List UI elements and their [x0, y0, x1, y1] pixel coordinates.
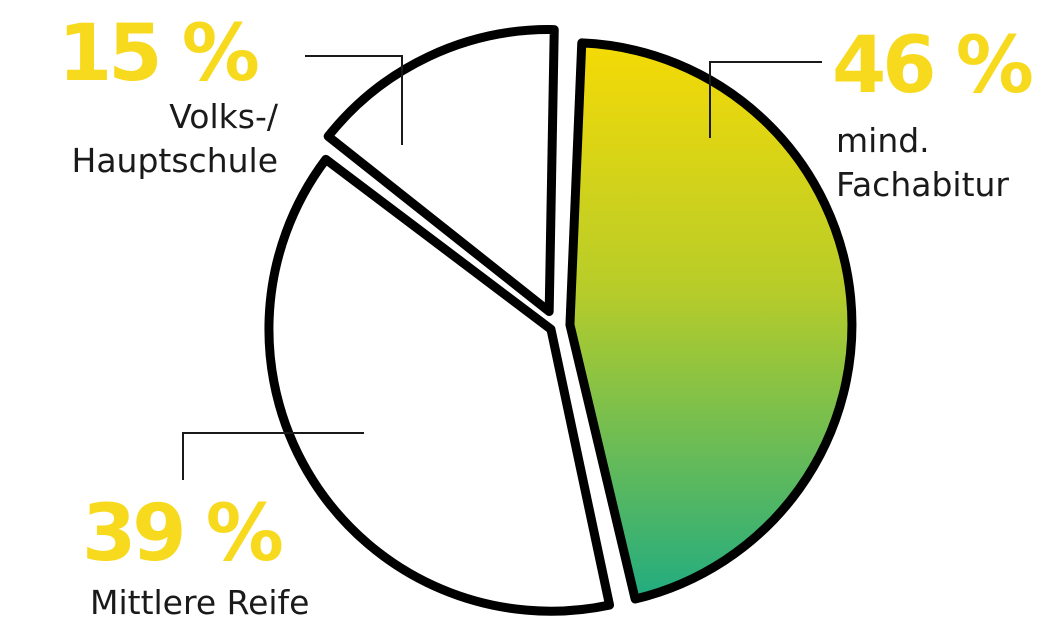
category-label-mittlere-reife: Mittlere Reife — [90, 583, 309, 621]
leader-line-hauptschule — [305, 55, 403, 145]
value-label-fachabitur: 46 % — [832, 21, 1032, 111]
category-label-fachabitur-line-2: Fachabitur — [836, 165, 1009, 204]
leader-line-fachabitur — [709, 61, 822, 138]
value-label-mittlere-reife: 39 % — [82, 489, 282, 579]
category-label-hauptschule-line-1: Volks-/ — [169, 97, 279, 136]
leader-line-mittlere-reife — [182, 432, 364, 480]
category-label-fachabitur-line-1: mind. — [836, 121, 930, 160]
value-label-hauptschule: 15 % — [58, 9, 258, 99]
pie-slice-hauptschule — [323, 25, 559, 317]
pie-slice-fachabitur — [565, 38, 857, 604]
pie-slice-mittlere-reife — [264, 154, 615, 616]
category-label-hauptschule-line-2: Hauptschule — [72, 141, 278, 180]
